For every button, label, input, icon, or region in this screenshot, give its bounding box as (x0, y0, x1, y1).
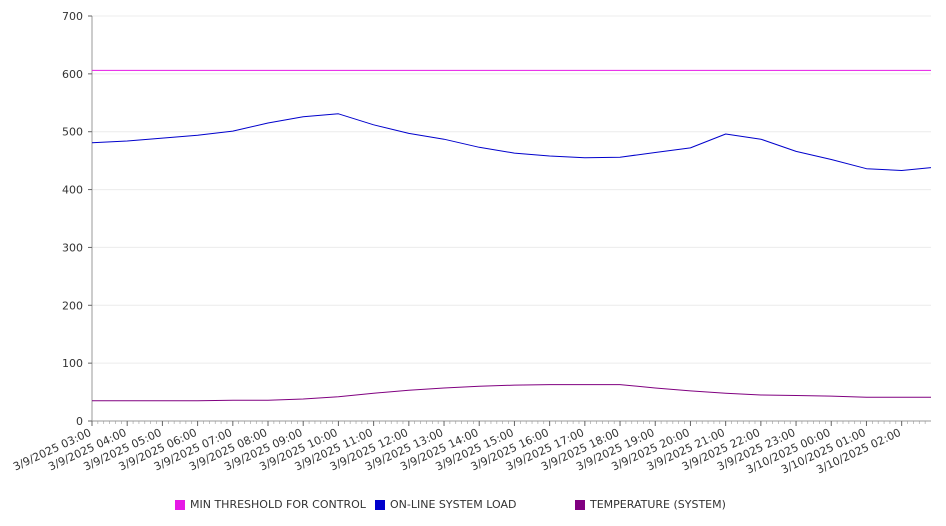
legend-swatch-system-load (375, 499, 385, 510)
legend-swatch-temperature (575, 499, 585, 510)
series-line-2 (92, 384, 931, 402)
legend-item-system-load: ON-LINE SYSTEM LOAD (375, 498, 516, 511)
legend-item-min-threshold: MIN THRESHOLD FOR CONTROL (175, 498, 366, 511)
legend-item-temperature: TEMPERATURE (SYSTEM) (575, 498, 726, 511)
axes (91, 16, 931, 422)
gridlines (92, 15, 931, 364)
y-tick-label: 700 (62, 10, 83, 23)
y-tick-label: 500 (62, 126, 83, 139)
legend-label-system-load: ON-LINE SYSTEM LOAD (390, 498, 517, 511)
y-tick-label: 200 (62, 299, 83, 312)
y-tick-label: 400 (62, 184, 83, 197)
series-line-1 (91, 113, 932, 171)
legend-label-min-threshold: MIN THRESHOLD FOR CONTROL (190, 498, 366, 511)
y-axis-ticks: 0 100 200 300 400 500 600 700 (62, 10, 92, 428)
y-tick-label: 0 (76, 415, 83, 428)
legend-label-temperature: TEMPERATURE (SYSTEM) (590, 498, 726, 511)
x-axis-ticks: 3/9/2025 03:003/9/2025 04:003/9/2025 05:… (11, 421, 926, 476)
legend-swatch-min-threshold (175, 499, 185, 510)
y-tick-label: 100 (62, 357, 83, 370)
y-tick-label: 300 (62, 241, 83, 254)
series-lines (91, 69, 932, 402)
y-tick-label: 600 (62, 68, 83, 81)
legend: MIN THRESHOLD FOR CONTROL ON-LINE SYSTEM… (0, 498, 946, 514)
